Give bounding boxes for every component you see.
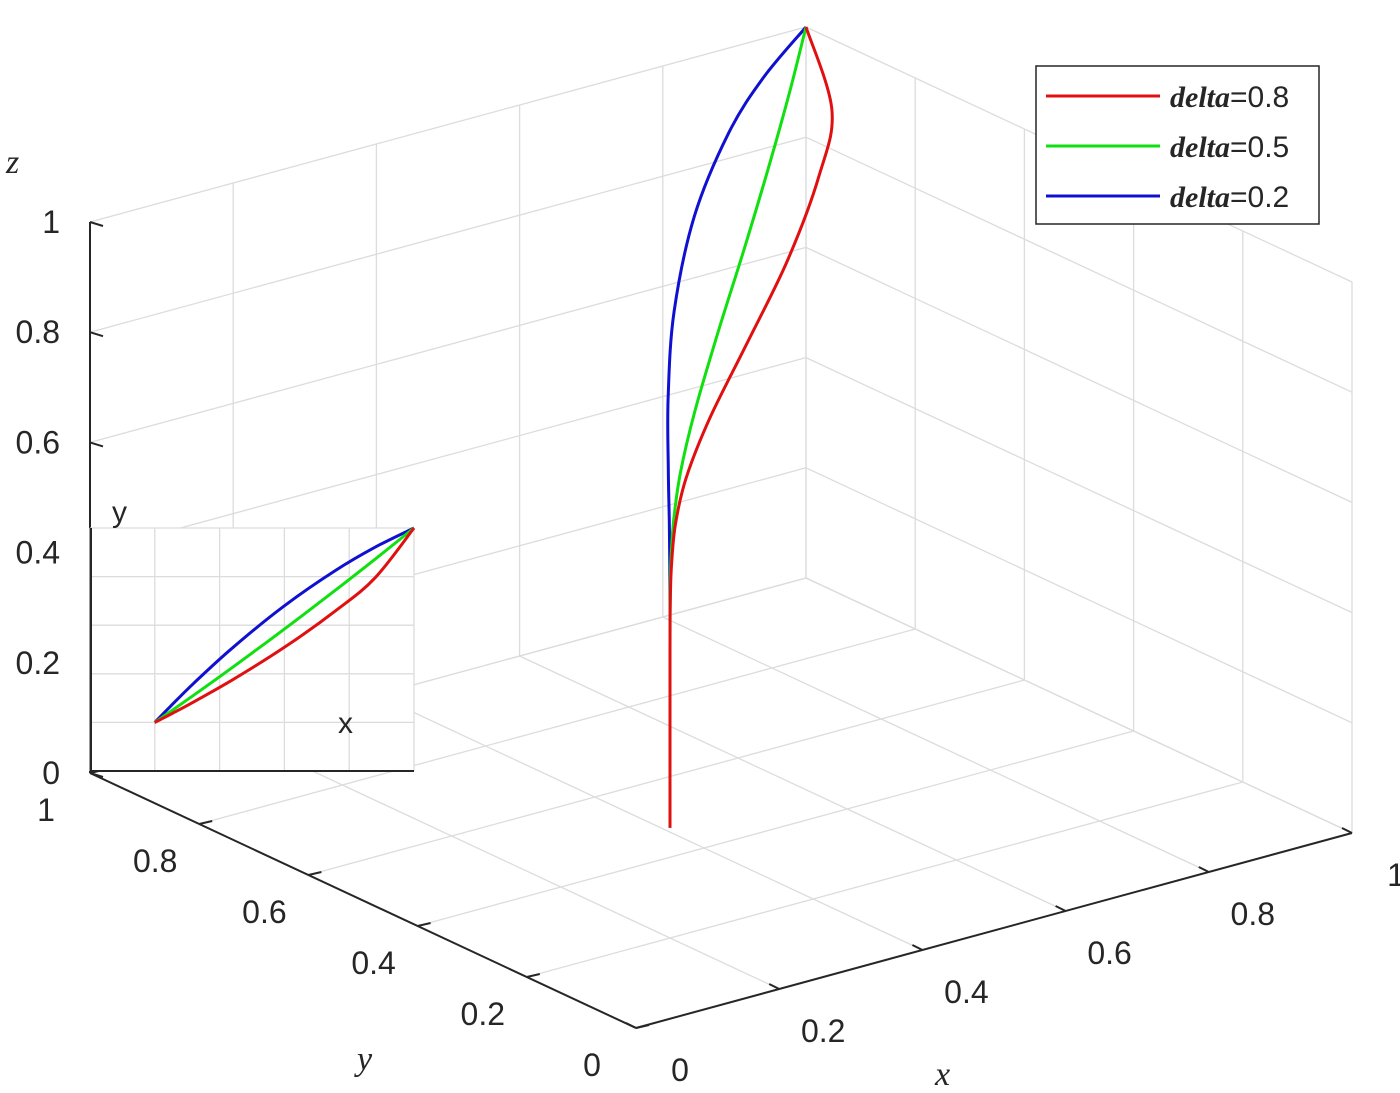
y-axis-line (89, 772, 637, 1029)
x-tick-label: 0.6 (1087, 935, 1131, 971)
z-tick (89, 221, 104, 227)
gridline-back-z (89, 26, 807, 223)
gridline-back-z (89, 246, 807, 444)
gridline-side-z (805, 246, 1353, 503)
gridline-back-z (89, 356, 807, 554)
gridline-floor-y (417, 730, 1134, 927)
gridline-floor-x (519, 655, 1066, 912)
y-tick-label: 0.8 (133, 843, 177, 879)
z-axis-label: z (5, 144, 19, 181)
x-tick (911, 944, 923, 951)
y-tick (417, 922, 431, 927)
x-tick-label: 0.8 (1231, 896, 1275, 932)
series-line-delta-0.8 (668, 26, 834, 828)
legend-entry-prefix: delta (1170, 131, 1230, 164)
legend-entry-value: =0.5 (1230, 131, 1289, 164)
gridline-floor-y (526, 781, 1243, 978)
tick-labels: 0 0 0 0.2 0.2 0.2 0.4 0.4 0.4 0.6 0.6 0.6 0.8 0.8 0.8 1… (16, 204, 1400, 1088)
grid (89, 26, 1353, 1029)
y-tick (526, 973, 541, 978)
inset-background (90, 528, 414, 771)
z-tick (89, 772, 104, 778)
x-tick-label: 0 (671, 1052, 689, 1088)
x-axis-line (635, 832, 1353, 1029)
y-tick-label: 0.4 (351, 945, 395, 981)
inset-chart: y x (89, 496, 416, 772)
gridline-floor-x (805, 577, 1353, 834)
y-tick (308, 871, 322, 876)
gridline-floor-y (308, 679, 1025, 876)
z-tick (89, 441, 104, 448)
legend-entry: delta=0.8 (1170, 81, 1289, 114)
inset-x-label: x (338, 707, 353, 740)
inset-series-line (153, 527, 416, 724)
x-tick (1055, 905, 1067, 912)
legend-entry-value: =0.2 (1230, 181, 1289, 214)
gridline-floor-x (662, 616, 1210, 873)
legend-entry-value: =0.8 (1230, 81, 1289, 114)
x-tick-label: 0.4 (944, 974, 988, 1010)
x-tick (1341, 827, 1353, 834)
x-tick (768, 983, 780, 990)
y-tick-label: 0.2 (461, 996, 505, 1032)
y-tick-label: 1 (37, 792, 55, 828)
series-line-delta-0.5 (668, 26, 808, 828)
gridline-floor-y (199, 628, 916, 825)
gridline-side-z (805, 357, 1353, 614)
x-tick (1198, 866, 1210, 873)
z-tick-label: 1 (42, 204, 60, 240)
legend-entry-prefix: delta (1170, 81, 1230, 114)
x-tick (625, 1022, 637, 1029)
y-tick (198, 820, 213, 825)
z-tick-label: 0.6 (16, 424, 60, 460)
gridline-floor-x (232, 733, 780, 990)
gridline-floor-x (376, 694, 923, 951)
y-tick-label: 0 (583, 1047, 601, 1083)
z-tick-label: 0.4 (16, 535, 60, 571)
y-axis-label: y (354, 1041, 373, 1078)
gridline-side-z (805, 467, 1353, 724)
gridline-side-z (805, 136, 1353, 393)
legend-entry: delta=0.2 (1170, 181, 1289, 214)
series-line-delta-0.2 (666, 26, 808, 828)
inset-series-lines (153, 526, 416, 727)
z-tick-label: 0 (42, 755, 60, 791)
gridline-back-z (89, 136, 807, 333)
x-axis-label: x (934, 1056, 950, 1093)
z-tick-label: 0.8 (16, 314, 60, 350)
x-tick-label: 0.2 (801, 1013, 845, 1049)
y-tick (635, 1024, 650, 1029)
x-tick-label: 1 (1387, 857, 1400, 893)
z-tick-label: 0.2 (16, 645, 60, 681)
legend-entry-prefix: delta (1170, 181, 1230, 214)
legend-entry: delta=0.5 (1170, 131, 1289, 164)
inset-y-label: y (112, 496, 127, 529)
y-tick-label: 0.6 (242, 894, 286, 930)
z-tick (89, 331, 104, 338)
series-lines (666, 26, 834, 828)
